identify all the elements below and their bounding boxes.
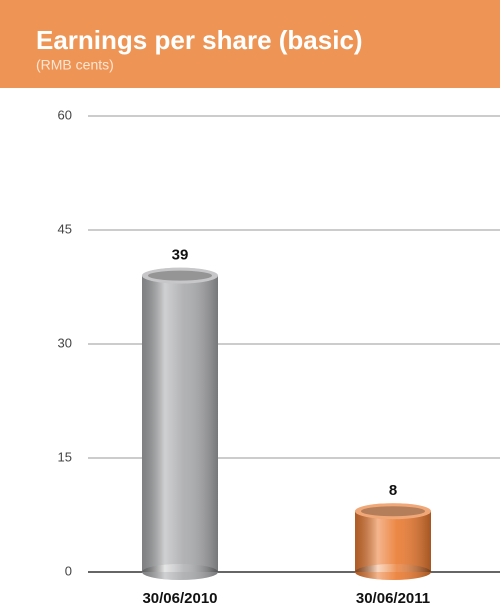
y-tick-label: 30 bbox=[58, 335, 72, 350]
value-label: 39 bbox=[172, 247, 189, 264]
value-label: 8 bbox=[389, 482, 397, 499]
y-tick-label: 60 bbox=[58, 107, 72, 122]
y-tick-label: 45 bbox=[58, 221, 72, 236]
bar-cap-shine bbox=[355, 503, 431, 520]
bar-shine bbox=[355, 511, 431, 572]
chart-title: Earnings per share (basic) bbox=[36, 25, 363, 55]
bar-cap-shine bbox=[142, 267, 218, 284]
bar-base-shine bbox=[355, 564, 431, 580]
x-tick-label: 30/06/2010 bbox=[142, 590, 217, 607]
bar-shine bbox=[142, 275, 218, 572]
bar-cap bbox=[142, 267, 218, 284]
bar-cap-inner bbox=[148, 270, 212, 281]
bar-cap-inner bbox=[361, 506, 425, 517]
y-tick-label: 15 bbox=[58, 449, 72, 464]
bar-base-shine bbox=[142, 564, 218, 580]
y-tick-label: 0 bbox=[65, 563, 72, 578]
bar-cap bbox=[355, 503, 431, 520]
header-band bbox=[0, 0, 500, 88]
chart-subtitle: (RMB cents) bbox=[36, 57, 114, 73]
x-tick-label: 30/06/2011 bbox=[356, 590, 430, 607]
